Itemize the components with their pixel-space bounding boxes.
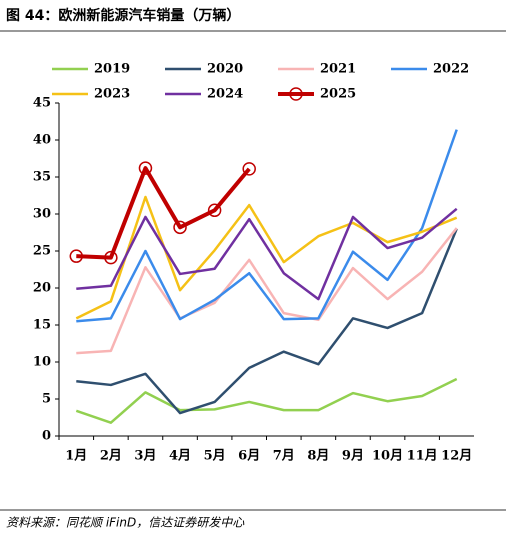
marker	[104, 250, 118, 265]
x-tick-label: 10月	[372, 449, 403, 464]
y-tick-label: 35	[33, 170, 51, 185]
x-tick-label: 11月	[407, 449, 438, 464]
legend-marker	[289, 87, 303, 101]
marker	[173, 220, 187, 235]
x-tick-label: 8月	[307, 449, 329, 464]
source: 资料来源：同花顺 iFinD，信达证券研发中心	[6, 516, 245, 530]
chart-title: 图 44：欧洲新能源汽车销量（万辆）	[6, 7, 240, 24]
x-tick-label: 1月	[65, 449, 87, 464]
x-tick-label: 9月	[342, 449, 364, 464]
y-tick-label: 25	[33, 244, 51, 259]
series-line	[76, 129, 458, 323]
legend-label: 2020	[207, 62, 243, 77]
legend-label: 2023	[94, 87, 130, 102]
marker	[207, 203, 222, 218]
marker	[69, 249, 84, 263]
legend-label: 2022	[433, 62, 469, 77]
x-tick-label: 7月	[273, 449, 295, 464]
series-line	[76, 228, 458, 415]
legend-label: 2019	[94, 62, 130, 77]
y-tick-label: 40	[33, 133, 51, 148]
y-tick-label: 45	[33, 96, 51, 111]
y-tick-label: 15	[33, 318, 51, 333]
y-tick-label: 5	[42, 392, 51, 407]
legend-label: 2025	[320, 87, 356, 102]
y-tick-label: 20	[33, 281, 51, 296]
y-tick-label: 30	[33, 207, 51, 222]
x-tick-label: 5月	[204, 449, 226, 464]
legend-label: 2021	[320, 62, 356, 77]
x-tick-label: 6月	[238, 449, 260, 464]
y-tick-label: 10	[33, 355, 51, 370]
marker	[138, 161, 153, 175]
series-line	[76, 207, 458, 301]
marker	[242, 162, 256, 176]
x-tick-label: 2月	[100, 449, 122, 464]
x-tick-label: 4月	[169, 449, 191, 464]
series-line	[76, 227, 458, 355]
series-line	[75, 195, 458, 320]
y-tick-label: 0	[42, 429, 51, 444]
legend-label: 2024	[207, 87, 243, 102]
series-line	[75, 377, 458, 424]
x-tick-label: 3月	[134, 449, 156, 464]
x-tick-label: 12月	[441, 449, 472, 464]
